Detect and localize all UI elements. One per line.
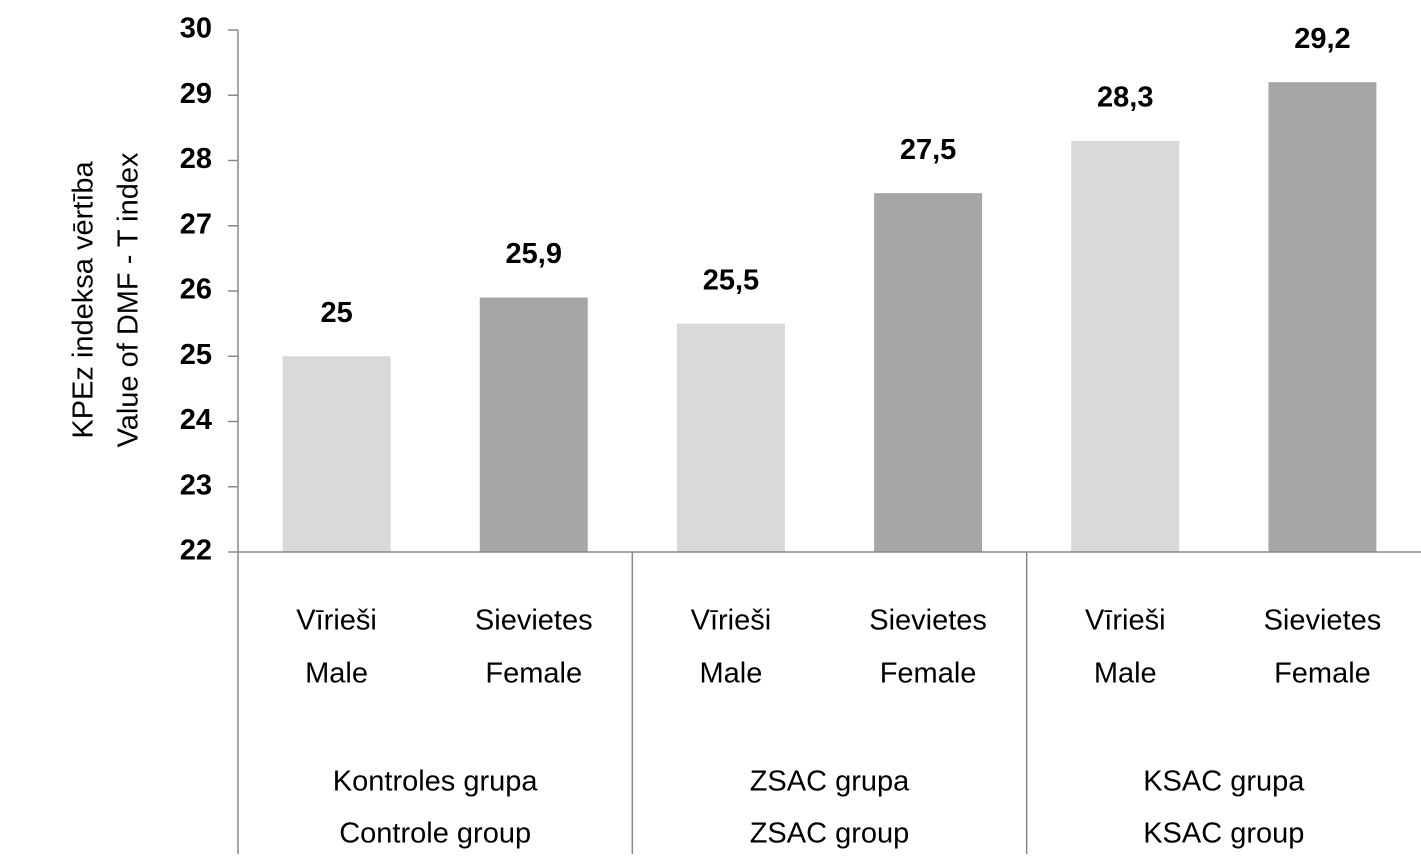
y-tick-label: 30 [180,13,212,45]
x-tick-label: Sievietes [869,605,987,637]
value-label: 25,5 [703,264,759,296]
x-tick-label: Male [305,658,368,690]
value-label: 25,9 [506,238,562,270]
y-axis-label: KPEz indeksa vērtība [68,161,100,439]
y-tick-label: 25 [180,339,212,371]
x-tick-label: Vīrieši [1085,605,1166,637]
x-tick-label: Sievietes [1264,605,1382,637]
group-label: Kontroles grupa [333,766,539,798]
y-tick-label: 22 [180,535,212,567]
x-tick-label: Female [1274,658,1371,690]
x-tick-label: Sievietes [475,605,593,637]
x-tick-label: Female [485,658,582,690]
y-tick-label: 29 [180,78,212,110]
bar [676,323,785,552]
x-tick-label: Male [1094,658,1157,690]
x-tick-label: Female [880,658,977,690]
group-label: KSAC grupa [1143,766,1305,798]
value-label: 28,3 [1097,82,1153,114]
y-tick-label: 24 [180,404,212,436]
y-tick-label: 28 [180,143,212,175]
y-tick-label: 27 [180,208,212,240]
x-tick-label: Vīrieši [296,605,377,637]
group-label: ZSAC group [750,818,910,850]
y-axis-label: Value of DMF - T index [113,152,145,447]
value-label: 27,5 [900,134,956,166]
bar [1268,82,1377,552]
y-tick-label: 26 [180,274,212,306]
group-label: Controle group [339,818,531,850]
bar [282,356,391,552]
value-label: 25 [320,297,352,329]
group-label: ZSAC grupa [750,766,910,798]
x-tick-label: Male [699,658,762,690]
y-tick-label: 23 [180,469,212,501]
bar [1071,140,1180,553]
x-tick-label: Vīrieši [691,605,772,637]
value-label: 29,2 [1294,23,1350,55]
bar [874,193,983,552]
group-label: KSAC group [1143,818,1304,850]
bar [479,297,588,552]
